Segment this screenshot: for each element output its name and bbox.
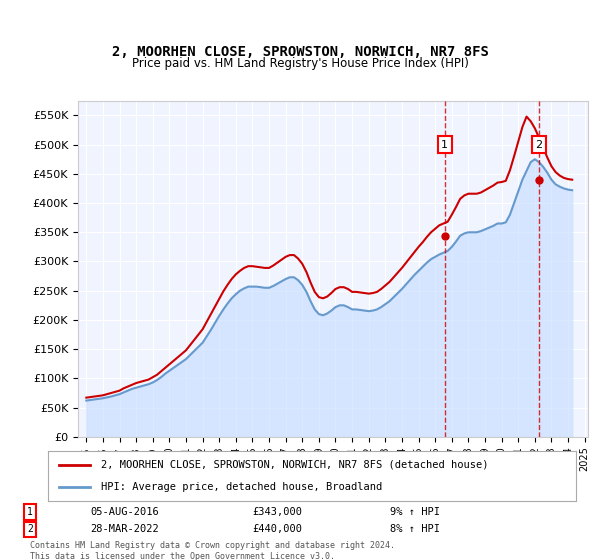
Text: 2, MOORHEN CLOSE, SPROWSTON, NORWICH, NR7 8FS (detached house): 2, MOORHEN CLOSE, SPROWSTON, NORWICH, NR… — [101, 460, 488, 470]
Text: 9% ↑ HPI: 9% ↑ HPI — [390, 507, 440, 517]
Text: 28-MAR-2022: 28-MAR-2022 — [90, 524, 159, 534]
Text: 8% ↑ HPI: 8% ↑ HPI — [390, 524, 440, 534]
Text: Contains HM Land Registry data © Crown copyright and database right 2024.
This d: Contains HM Land Registry data © Crown c… — [30, 542, 395, 560]
Text: 2: 2 — [535, 139, 542, 150]
Text: 1: 1 — [442, 139, 448, 150]
Text: Price paid vs. HM Land Registry's House Price Index (HPI): Price paid vs. HM Land Registry's House … — [131, 57, 469, 70]
Text: £343,000: £343,000 — [252, 507, 302, 517]
Text: £440,000: £440,000 — [252, 524, 302, 534]
Text: HPI: Average price, detached house, Broadland: HPI: Average price, detached house, Broa… — [101, 482, 382, 492]
Text: 05-AUG-2016: 05-AUG-2016 — [90, 507, 159, 517]
Text: 2: 2 — [27, 524, 33, 534]
Text: 1: 1 — [27, 507, 33, 517]
Text: 2, MOORHEN CLOSE, SPROWSTON, NORWICH, NR7 8FS: 2, MOORHEN CLOSE, SPROWSTON, NORWICH, NR… — [112, 45, 488, 59]
